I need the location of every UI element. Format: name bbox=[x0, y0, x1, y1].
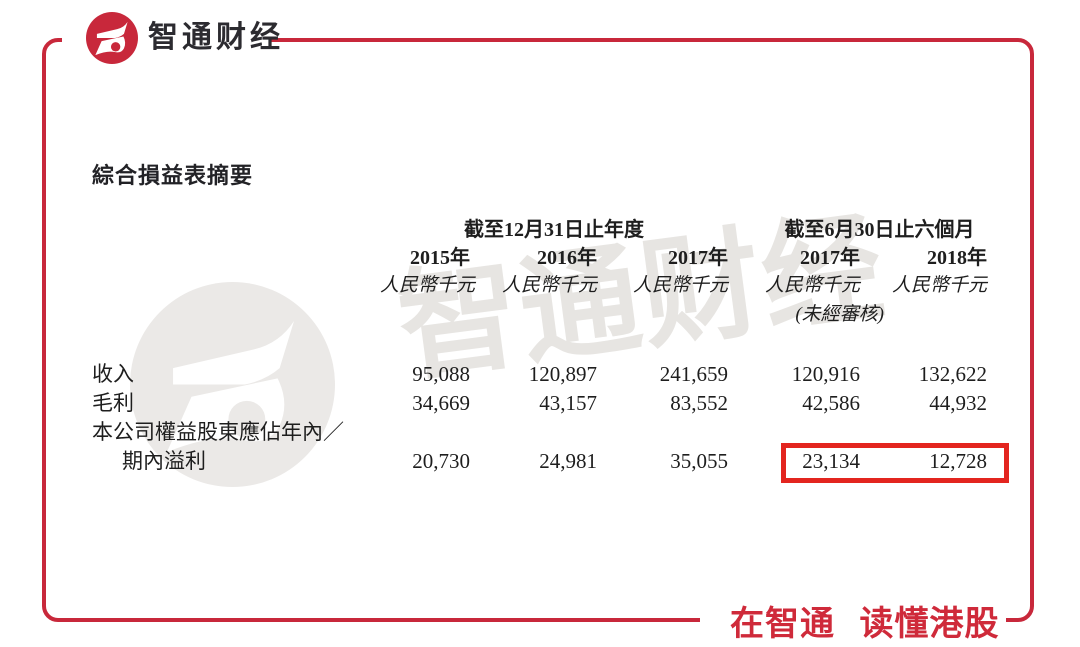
col-header-2015: 2015年 bbox=[410, 247, 470, 269]
table-cell: 35,055 bbox=[670, 449, 728, 473]
col-header-2017: 2017年 bbox=[668, 247, 728, 269]
spacer-cell bbox=[860, 300, 987, 334]
spacer-cell bbox=[92, 300, 380, 334]
unaudited-note: (未經審核) bbox=[795, 304, 884, 325]
col-header-2018-interim: 2018年 bbox=[927, 247, 987, 269]
table-cell: 241,659 bbox=[659, 362, 728, 386]
brand-logo: 智通财经 bbox=[86, 12, 284, 64]
unit-label: 人民幣千元 bbox=[891, 275, 987, 296]
brand-slogan: 在智通 读懂港股 bbox=[730, 605, 1000, 643]
table-spacer bbox=[92, 334, 987, 360]
row-label-profit-attributable: 本公司權益股東應佔年內／ bbox=[92, 420, 344, 444]
table-cell: 20,730 bbox=[412, 449, 470, 473]
spacer-cell bbox=[92, 216, 380, 244]
row-label-gross-profit: 毛利 bbox=[92, 391, 134, 415]
red-frame-border bbox=[42, 38, 1034, 622]
income-statement-table: 截至12月31日止年度 截至6月30日止六個月 2015年 2016年 2017… bbox=[92, 216, 987, 476]
group-header-annual: 截至12月31日止年度 bbox=[464, 219, 644, 241]
table-cell: 23,134 bbox=[802, 449, 860, 473]
frame-gap-bottom bbox=[700, 606, 1006, 636]
highlight-box bbox=[781, 443, 1009, 483]
table-cell: 34,669 bbox=[412, 391, 470, 415]
unit-label: 人民幣千元 bbox=[380, 275, 476, 296]
spacer-cell bbox=[92, 272, 380, 300]
col-header-2016: 2016年 bbox=[537, 247, 597, 269]
unit-label: 人民幣千元 bbox=[632, 275, 728, 296]
table-cell: 24,981 bbox=[539, 449, 597, 473]
group-header-interim: 截至6月30日止六個月 bbox=[784, 219, 975, 241]
table-cell: 42,586 bbox=[802, 391, 860, 415]
page-title: 綜合損益表摘要 bbox=[92, 163, 254, 188]
col-header-2017-interim: 2017年 bbox=[800, 247, 860, 269]
brand-wordmark: 智通财经 bbox=[148, 21, 284, 54]
spacer-cell bbox=[380, 300, 470, 334]
table-cell: 83,552 bbox=[670, 391, 728, 415]
table-cell: 120,916 bbox=[791, 362, 860, 386]
table-cell: 132,622 bbox=[918, 362, 987, 386]
spacer-cell bbox=[597, 300, 728, 334]
table-cell: 12,728 bbox=[929, 449, 987, 473]
watermark-logo-icon bbox=[130, 282, 335, 487]
table-cell: 44,932 bbox=[929, 391, 987, 415]
unit-label: 人民幣千元 bbox=[764, 275, 860, 296]
row-label-period-profit: 期內溢利 bbox=[122, 449, 206, 473]
table-cell: 95,088 bbox=[412, 362, 470, 386]
spacer-cell bbox=[470, 300, 597, 334]
table-cell: 43,157 bbox=[539, 391, 597, 415]
zhitong-logo-icon bbox=[86, 12, 138, 64]
table-cell bbox=[380, 418, 470, 447]
row-label-revenue: 收入 bbox=[92, 362, 134, 386]
table-cell bbox=[597, 418, 728, 447]
unit-label: 人民幣千元 bbox=[501, 275, 597, 296]
spacer-cell bbox=[92, 244, 380, 272]
table-cell bbox=[470, 418, 597, 447]
table-cell: 120,897 bbox=[528, 362, 597, 386]
